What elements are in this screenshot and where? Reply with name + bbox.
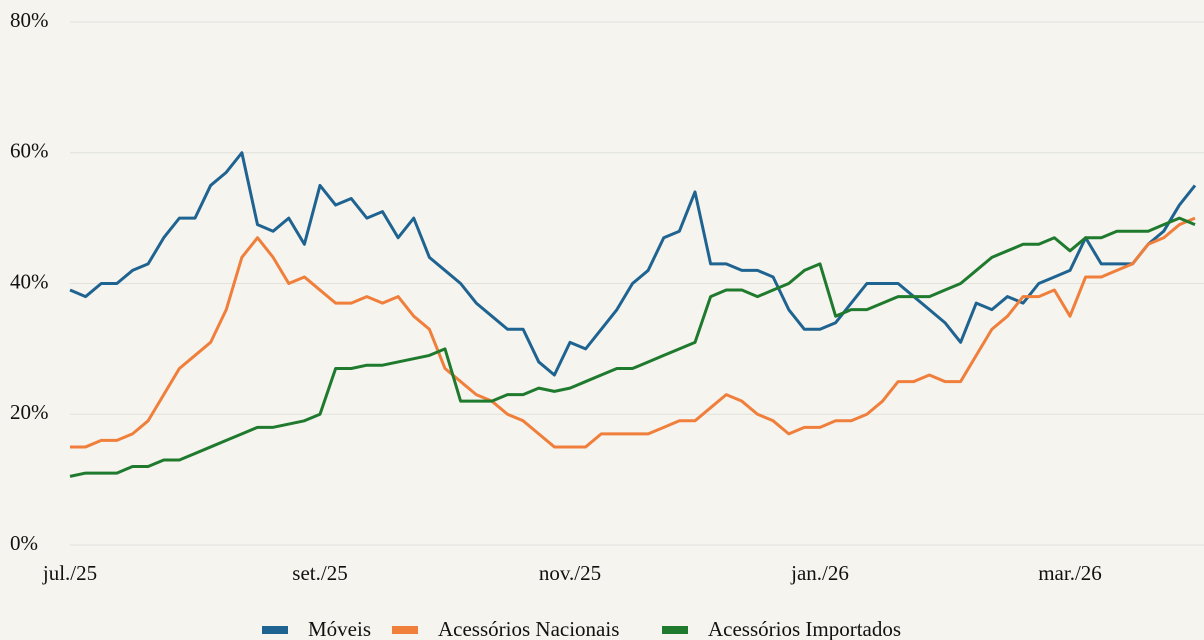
legend-label: Acessórios Importados: [708, 617, 901, 640]
y-tick-label: 0%: [10, 531, 38, 555]
y-tick-label: 20%: [10, 400, 49, 424]
y-tick-label: 60%: [10, 139, 49, 163]
x-tick-label: jul./25: [42, 561, 97, 585]
y-tick-label: 40%: [10, 269, 49, 293]
legend-label: Móveis: [308, 617, 371, 640]
y-tick-label: 80%: [10, 8, 49, 32]
x-tick-label: set./25: [292, 561, 347, 585]
x-tick-label: jan./26: [790, 561, 849, 585]
series-line: [70, 216, 1196, 449]
legend-swatch: [662, 626, 688, 634]
legend-label: Acessórios Nacionais: [438, 617, 619, 640]
series-line: [69, 151, 1197, 377]
legend-swatch: [262, 626, 288, 634]
x-tick-label: nov./25: [539, 561, 601, 585]
series-line: [69, 216, 1196, 478]
legend-swatch: [392, 626, 418, 634]
x-tick-label: mar./26: [1038, 561, 1102, 585]
